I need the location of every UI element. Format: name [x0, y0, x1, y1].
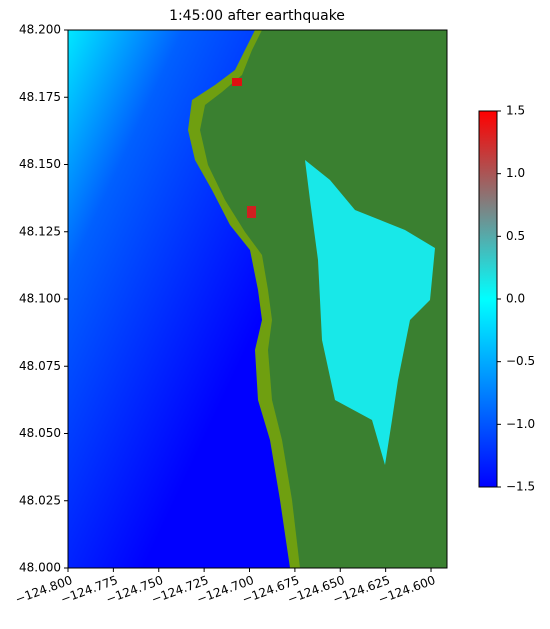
y-tick-label: 48.200 [19, 23, 61, 37]
inlet [305, 160, 435, 465]
y-tick-label: 48.050 [19, 426, 61, 440]
colorbar-tick-label: 0.5 [506, 229, 525, 243]
colorbar-tick-label: −1.5 [506, 480, 535, 494]
y-tick-label: 48.100 [19, 292, 61, 306]
colorbar-tick-label: 1.5 [506, 104, 525, 118]
y-tick-label: 48.025 [19, 493, 61, 507]
y-tick-label: 48.125 [19, 224, 61, 238]
y-tick-label: 48.075 [19, 359, 61, 373]
y-tick-label: 48.000 [19, 561, 61, 575]
high-water [247, 206, 256, 218]
map-field [68, 30, 447, 568]
chart-title: 1:45:00 after earthquake [169, 8, 345, 24]
colorbar-fill [478, 110, 498, 488]
high-water [232, 78, 242, 86]
colorbar-tick-label: 0.0 [506, 292, 525, 306]
colorbar-tick-label: −1.0 [506, 417, 535, 431]
y-tick-label: 48.175 [19, 90, 61, 104]
y-tick-label: 48.150 [19, 157, 61, 171]
colorbar: −1.5 −1.0 −0.5 0.0 0.5 1.0 1.5 [478, 104, 535, 494]
colorbar-tick-label: −0.5 [506, 354, 535, 368]
colorbar-tick-label: 1.0 [506, 166, 525, 180]
